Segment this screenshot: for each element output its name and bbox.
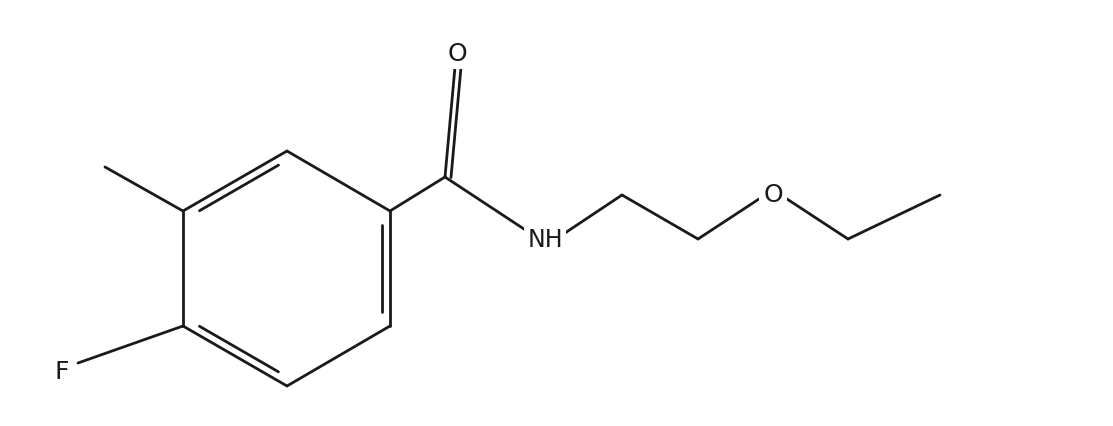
Text: O: O bbox=[447, 42, 466, 66]
Text: NH: NH bbox=[528, 227, 563, 251]
Text: O: O bbox=[764, 183, 782, 207]
Text: F: F bbox=[55, 359, 69, 383]
